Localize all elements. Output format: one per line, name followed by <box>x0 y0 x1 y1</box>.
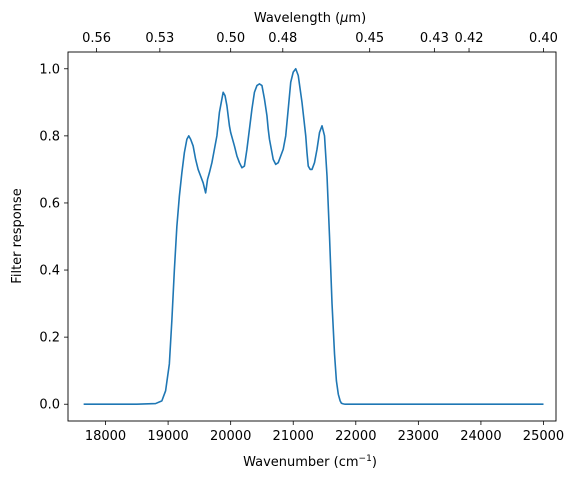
y-tick-label: 0.4 <box>39 264 60 279</box>
y-tick-label: 0.8 <box>39 129 60 144</box>
top-tick-label: 0.56 <box>82 31 111 46</box>
left-axis-ticks: 0.0 0.2 0.4 0.6 0.8 1.0 <box>39 62 68 413</box>
top-tick-label: 0.42 <box>455 31 484 46</box>
y-tick-label: 0.2 <box>39 331 60 346</box>
y-tick-label: 1.0 <box>39 62 60 77</box>
top-tick-label: 0.48 <box>268 31 297 46</box>
x-tick-label: 25000 <box>523 429 564 444</box>
series-line-0 <box>83 67 544 406</box>
x-tick-label: 24000 <box>460 429 501 444</box>
axes-frame <box>67 51 557 422</box>
x-tick-label: 22000 <box>335 429 376 444</box>
x-tick-label: 19000 <box>147 429 188 444</box>
x-tick-label: 18000 <box>85 429 126 444</box>
top-axis-ticks: 0.56 0.53 0.50 0.48 0.45 0.43 0.42 0.40 <box>82 31 558 52</box>
top-tick-label: 0.50 <box>216 31 245 46</box>
y-tick-label: 0.6 <box>39 196 60 211</box>
plot-area <box>67 51 557 422</box>
x-axis-label: Wavenumber (cm−1) <box>243 454 377 470</box>
y-axis-label: Filter response <box>10 188 25 283</box>
x-tick-label: 21000 <box>273 429 314 444</box>
x-tick-label: 20000 <box>210 429 251 444</box>
top-tick-label: 0.43 <box>420 31 449 46</box>
top-tick-label: 0.53 <box>145 31 174 46</box>
y-tick-label: 0.0 <box>39 398 60 413</box>
x-tick-label: 23000 <box>398 429 439 444</box>
series-layer <box>83 67 544 406</box>
top-tick-label: 0.40 <box>529 31 558 46</box>
top-tick-label: 0.45 <box>355 31 384 46</box>
top-axis-label: Wavelength (μm) <box>254 11 366 26</box>
bottom-axis-ticks: 18000 19000 20000 21000 22000 23000 24000 25000 <box>85 421 564 444</box>
